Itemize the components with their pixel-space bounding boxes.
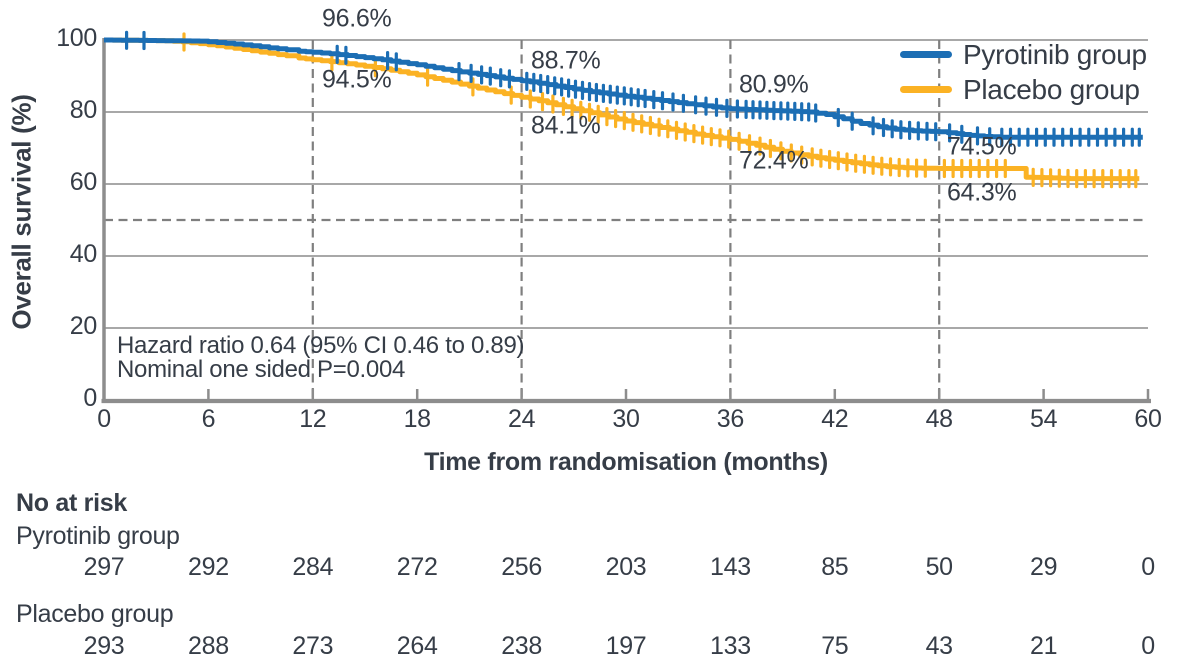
risk-table-header: No at risk	[16, 489, 127, 517]
risk-count: 0	[1141, 553, 1155, 581]
legend-item-placebo: Placebo group	[900, 73, 1147, 106]
pyrotinib-line-swatch	[900, 51, 952, 58]
y-tick-label: 80	[69, 96, 98, 124]
risk-count: 256	[501, 553, 542, 581]
risk-count: 264	[396, 632, 438, 660]
placebo-curve	[104, 37, 1140, 182]
landmark-annotation: 72.4%	[739, 146, 809, 175]
landmark-annotation: 96.6%	[322, 4, 392, 33]
landmark-annotation: 84.1%	[531, 111, 601, 140]
landmark-annotation: 74.5%	[947, 132, 1017, 161]
risk-count: 0	[1141, 632, 1155, 660]
x-tick-label: 60	[1134, 405, 1162, 433]
legend-label-pyrotinib: Pyrotinib group	[963, 38, 1147, 70]
y-tick-label: 20	[69, 312, 98, 340]
x-tick-label: 18	[403, 405, 432, 433]
stats-block: Hazard ratio 0.64 (95% CI 0.46 to 0.89) …	[117, 332, 525, 383]
x-tick-label: 0	[97, 405, 111, 433]
risk-count: 288	[187, 632, 229, 660]
risk-count: 29	[1029, 553, 1058, 581]
x-tick-label: 48	[925, 405, 954, 433]
risk-count: 273	[292, 632, 334, 660]
survival-curves-plot	[101, 30, 1151, 404]
landmark-annotation: 64.3%	[947, 178, 1017, 207]
risk-count: 293	[83, 632, 125, 660]
risk-count: 297	[83, 553, 125, 581]
x-axis-title: Time from randomisation (months)	[424, 448, 828, 476]
placebo-line-swatch	[900, 86, 952, 93]
legend-item-pyrotinib: Pyrotinib group	[900, 38, 1147, 71]
risk-count: 43	[925, 632, 954, 660]
risk-count: 272	[396, 553, 438, 581]
x-tick-label: 36	[716, 405, 745, 433]
risk-row-label-pyrotinib: Pyrotinib group	[16, 522, 180, 550]
x-tick-label: 24	[507, 405, 536, 433]
dashed-reference-lines	[104, 40, 1148, 400]
x-tick-label: 42	[821, 405, 849, 433]
risk-count: 292	[187, 553, 229, 581]
risk-count: 85	[821, 553, 849, 581]
hazard-ratio-text: Hazard ratio 0.64 (95% CI 0.46 to 0.89)	[117, 332, 525, 359]
risk-row-label-placebo: Placebo group	[16, 600, 174, 628]
p-value-text: Nominal one sided P=0.004	[117, 356, 406, 383]
legend: Pyrotinib group Placebo group	[900, 38, 1147, 106]
risk-count: 197	[605, 632, 647, 660]
y-tick-label: 100	[56, 24, 97, 52]
y-tick-label: 40	[69, 240, 98, 268]
landmark-annotation: 94.5%	[322, 65, 392, 94]
risk-count: 284	[292, 553, 334, 581]
y-tick-label: 60	[69, 168, 98, 196]
risk-count: 21	[1029, 632, 1058, 660]
x-axis-ticks	[207, 389, 1150, 399]
pyrotinib-censor-marks	[125, 30, 1141, 147]
risk-count: 133	[709, 632, 751, 660]
x-tick-label: 12	[299, 405, 327, 433]
risk-count: 143	[709, 553, 751, 581]
landmark-annotation: 80.9%	[739, 70, 809, 99]
gridlines	[104, 39, 1148, 329]
legend-label-placebo: Placebo group	[963, 73, 1140, 105]
y-axis-title: Overall survival (%)	[6, 94, 37, 330]
risk-count: 238	[501, 632, 542, 660]
landmark-annotation: 88.7%	[531, 46, 601, 75]
x-tick-label: 6	[201, 405, 216, 433]
x-tick-label: 54	[1029, 405, 1058, 433]
y-tick-label: 0	[83, 384, 97, 412]
risk-count: 75	[821, 632, 849, 660]
x-tick-label: 30	[612, 405, 640, 433]
risk-count: 203	[605, 553, 647, 581]
risk-count: 50	[925, 553, 954, 581]
